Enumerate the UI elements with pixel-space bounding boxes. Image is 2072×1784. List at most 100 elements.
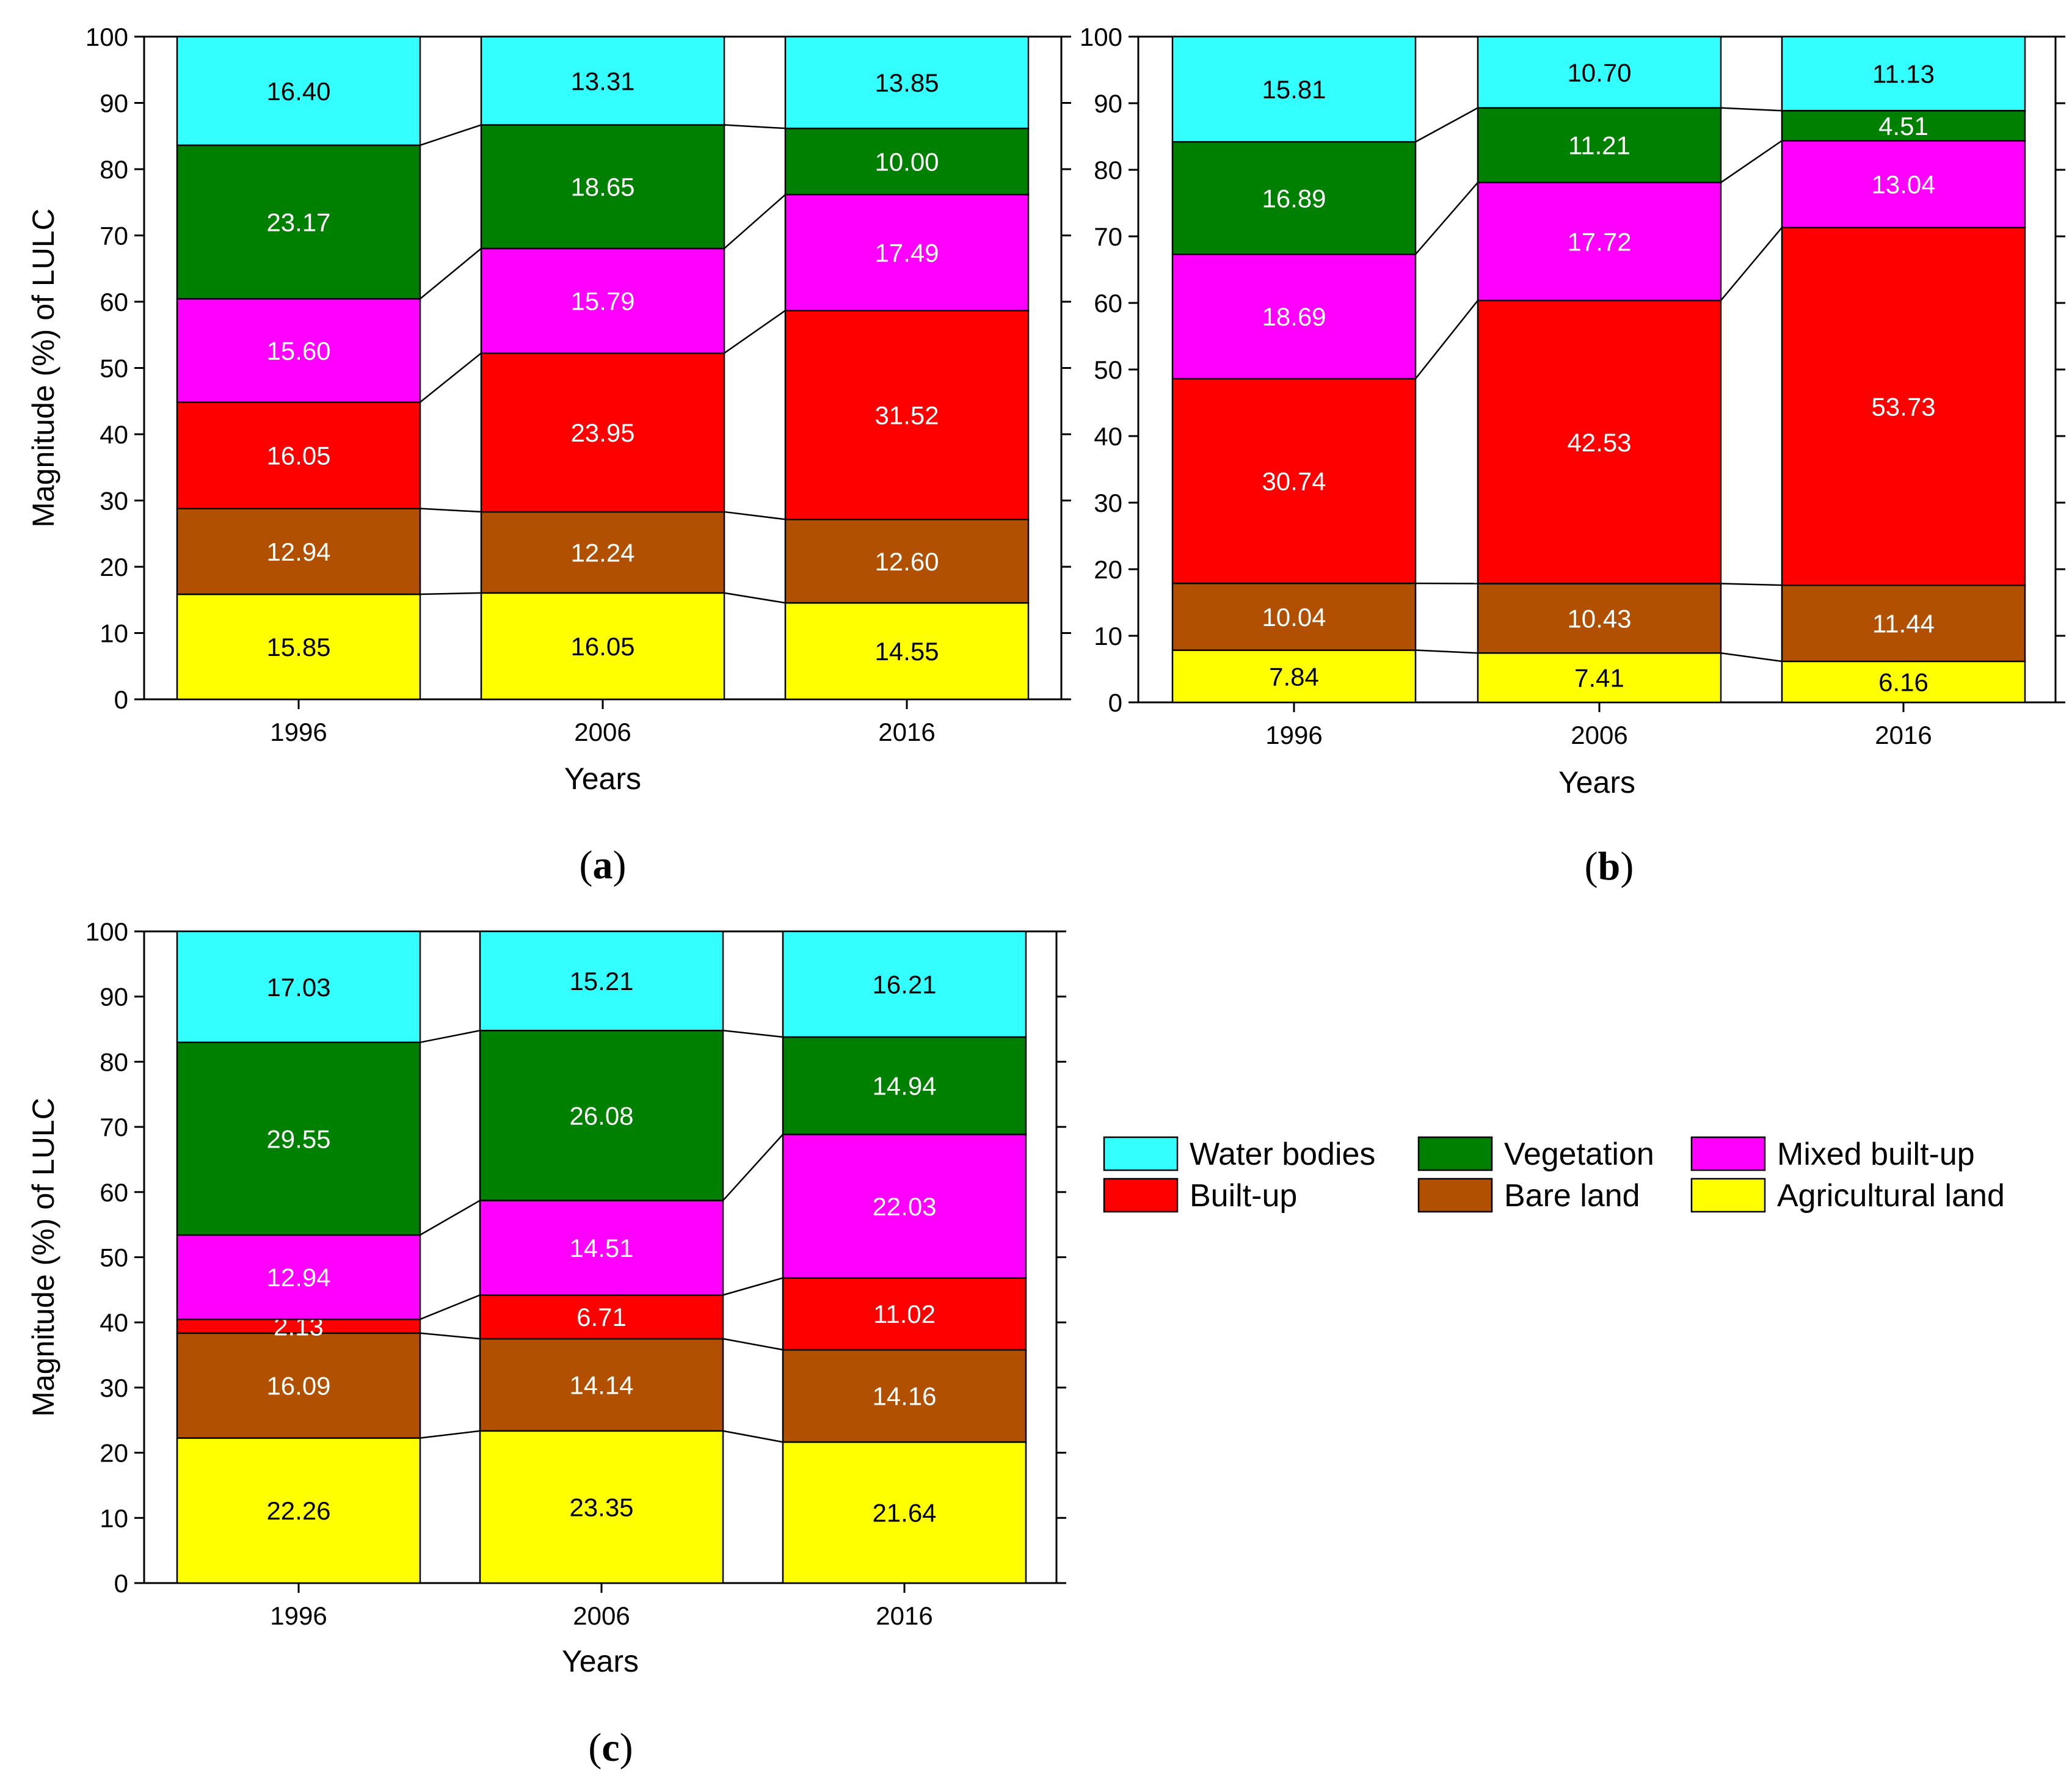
connector-line [1720,227,1783,301]
data-label: 13.85 [874,68,939,97]
connector-line [420,247,482,300]
data-label: 17.03 [266,973,330,1002]
bar-segment [1171,253,1417,380]
legend-label: Bare land [1504,1178,1640,1214]
legend-label: Mixed built-up [1777,1137,1975,1172]
connector-line [420,1332,481,1340]
data-label: 21.64 [872,1499,936,1527]
y-tick-label: 20 [100,553,128,581]
data-label: 10.43 [1567,604,1631,633]
y-tick-label: 30 [100,487,128,515]
data-label: 10.00 [874,147,939,176]
legend-swatch [1103,1178,1179,1213]
data-label: 10.70 [1567,58,1631,87]
bar-segment [480,352,725,513]
connector-line [722,1277,783,1296]
y-tick-label: 50 [100,354,128,383]
data-label: 6.16 [1878,668,1928,696]
panel-label-letter: b [1598,844,1621,889]
legend-item-bare: Bare land [1417,1178,1640,1214]
bar-segment [176,593,421,701]
connector-line [724,511,786,520]
data-label: 17.49 [874,239,939,268]
bar-stack-2016: 21.64 14.16 11.02 22.03 14.94 16.21 [782,930,1027,1584]
connector-line [1720,107,1783,112]
data-label: 16.05 [570,632,634,661]
legend-swatch [1417,1178,1493,1213]
bar-segment [782,1277,1027,1351]
connector-line [724,592,786,604]
bar-segment [480,511,725,594]
y-tick-label: 30 [1094,489,1122,517]
y-tick-label: 60 [100,1178,128,1207]
connector-line [420,508,482,513]
bar-segment [176,144,421,300]
bar-segment [480,247,725,354]
bar-segment [1477,107,1722,184]
x-axis-title: Years [564,762,641,796]
data-label: 11.13 [1872,60,1935,89]
bar-segment [1477,35,1722,109]
data-label: 11.21 [1568,131,1630,160]
data-label: 22.26 [266,1496,330,1525]
x-tick-label: 2016 [878,718,935,746]
connector-line [722,1030,783,1038]
data-label: 13.31 [570,67,634,95]
data-label: 23.35 [569,1493,633,1521]
panel-label-letter: c [602,1725,619,1770]
bar-segment [479,1294,724,1340]
x-tick-label: 2016 [1875,721,1932,749]
connector-line [1720,652,1783,663]
chart-panel-c: 010203040506070809010022.2616.092.1312.9… [26,917,1066,1770]
legend-swatch [1417,1136,1493,1171]
y-tick-label: 50 [100,1243,128,1272]
connector-line [420,592,482,595]
x-tick-label: 2006 [573,1601,630,1630]
x-tick-label: 2016 [876,1601,932,1630]
chart-panel-a: 010203040506070809010015.8512.9416.0515.… [26,23,1071,887]
data-label: 16.21 [872,970,936,999]
connector-line [722,1430,783,1443]
bar-segment [176,1332,421,1439]
bar-segment [176,35,421,147]
bar-segment [784,127,1030,195]
data-label: 14.16 [872,1382,936,1411]
bar-stack-2006: 16.05 12.24 23.95 15.79 18.65 13.31 [480,35,725,701]
y-tick-label: 10 [1094,622,1122,650]
connector-line [1415,300,1478,379]
data-label: 7.41 [1574,664,1624,693]
data-label: 30.74 [1262,467,1326,496]
bar-segment [176,297,421,403]
bar-segment [479,1430,724,1584]
bar-segment [784,194,1030,311]
y-tick-label: 60 [1094,289,1122,318]
data-label: 23.17 [266,208,330,237]
legend: Water bodies Vegetation Mixed built-up Buil… [1103,1136,2005,1214]
data-label: 18.69 [1262,302,1326,331]
y-tick-label: 70 [100,1113,128,1141]
data-label: 15.81 [1262,75,1326,104]
panel-label-letter: a [593,843,613,887]
y-tick-label: 80 [1094,156,1122,184]
data-label: 29.55 [266,1124,330,1153]
bar-segment [1171,35,1417,143]
panel-label: (b) [1585,844,1634,889]
data-label: 23.95 [570,418,634,447]
data-label: 14.51 [569,1234,633,1262]
y-tick-label: 70 [100,222,128,250]
connector-line [420,1030,481,1043]
connector-line [1720,140,1783,183]
bar-segment [1171,582,1417,651]
bar-segment [1477,583,1722,654]
legend-label: Water bodies [1190,1137,1375,1172]
bar-segment [1781,227,2026,586]
x-axis-title: Years [562,1644,639,1678]
bar-segment [480,592,725,701]
bar-stack-2006: 7.41 10.43 42.53 17.72 11.21 10.70 [1477,35,1722,704]
panel-label-open: ( [580,843,593,887]
x-axis-title: Years [1558,765,1635,799]
data-label: 15.79 [570,287,634,316]
y-tick-label: 80 [100,1047,128,1076]
data-label: 53.73 [1871,392,1935,421]
legend-swatch [1690,1136,1766,1171]
